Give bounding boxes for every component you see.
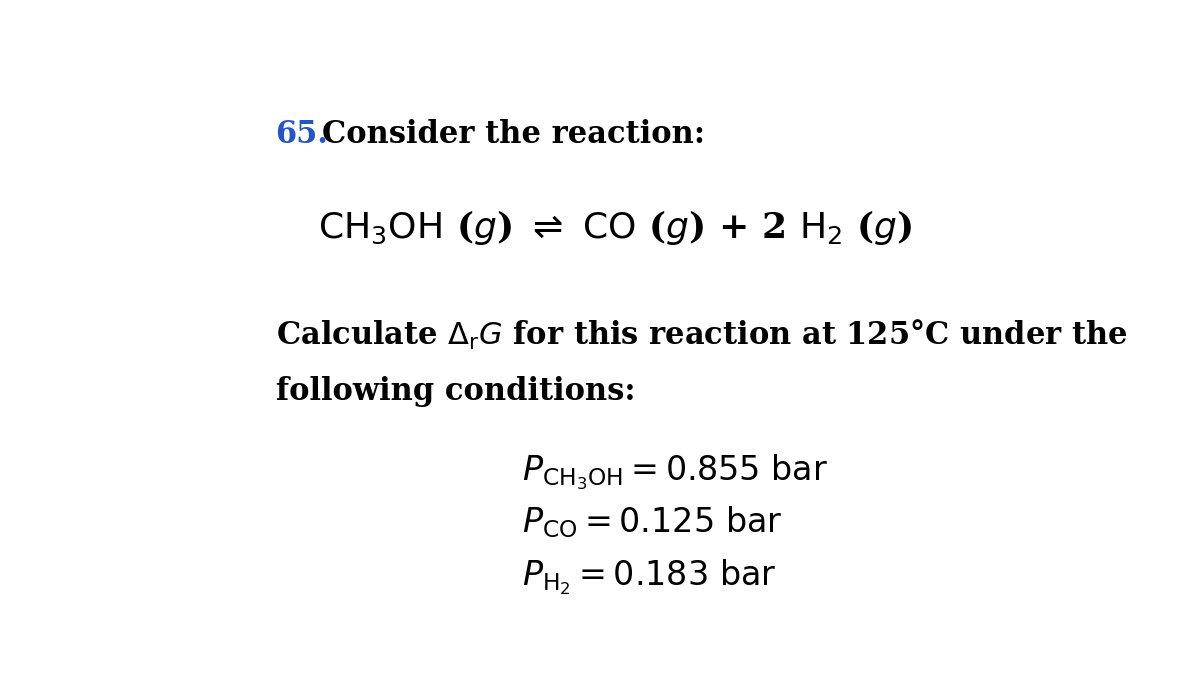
Text: 65.: 65.	[276, 119, 329, 149]
Text: Calculate $\Delta_{\mathrm{r}}G$ for this reaction at 125°C under the: Calculate $\Delta_{\mathrm{r}}G$ for thi…	[276, 318, 1127, 353]
Text: $\mathrm{CH_3OH}$ ($g$) $\rightleftharpoons$ $\mathrm{CO}$ ($g$) + 2 $\mathrm{H_: $\mathrm{CH_3OH}$ ($g$) $\rightleftharpo…	[318, 208, 912, 247]
Text: following conditions:: following conditions:	[276, 376, 635, 407]
Text: $P_{\mathrm{H_2}} = 0.183\ \mathrm{bar}$: $P_{\mathrm{H_2}} = 0.183\ \mathrm{bar}$	[522, 557, 776, 597]
Text: $P_{\mathrm{CO}} = 0.125\ \mathrm{bar}$: $P_{\mathrm{CO}} = 0.125\ \mathrm{bar}$	[522, 505, 782, 540]
Text: $P_{\mathrm{CH_3OH}} = 0.855\ \mathrm{bar}$: $P_{\mathrm{CH_3OH}} = 0.855\ \mathrm{ba…	[522, 452, 828, 492]
Text: Consider the reaction:: Consider the reaction:	[322, 119, 706, 149]
